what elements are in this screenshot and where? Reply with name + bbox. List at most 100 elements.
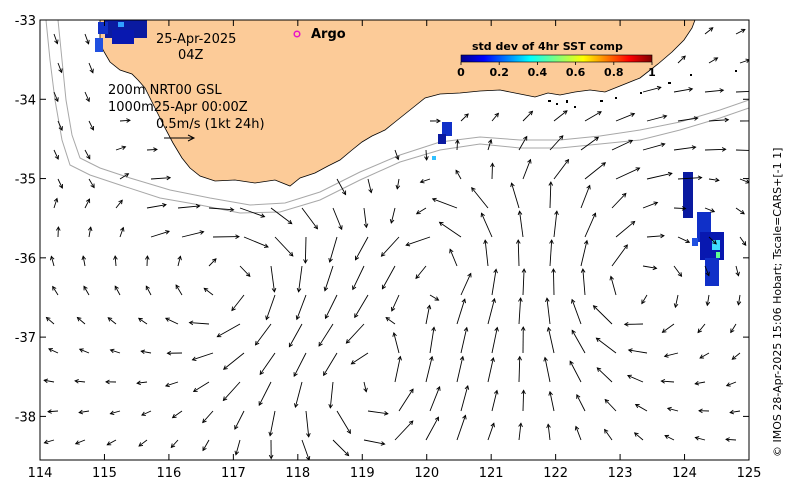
current-arrow-shaft: [177, 205, 200, 209]
current-arrow-head: [121, 145, 127, 151]
plot-frame: [39, 19, 750, 461]
current-arrow-shaft: [708, 119, 729, 122]
current-arrow-head: [74, 440, 80, 445]
current-arrow-shaft: [518, 136, 528, 151]
current-arrow-shaft: [77, 317, 86, 325]
current-arrow-head: [705, 271, 710, 277]
current-arrow-shaft: [288, 323, 303, 347]
current-arrow-head: [288, 251, 294, 257]
current-arrow-head: [52, 285, 57, 291]
current-arrow-shaft: [138, 439, 148, 447]
current-arrow-head: [324, 314, 329, 320]
current-arrow-head: [663, 353, 669, 358]
current-arrow-shaft: [332, 439, 349, 456]
current-arrow-shaft: [88, 120, 94, 131]
current-arrow-head: [467, 272, 472, 278]
current-arrow-head: [199, 230, 205, 235]
current-arrow-shaft: [664, 435, 675, 441]
current-arrow-head: [137, 317, 143, 323]
current-arrow-shaft: [646, 172, 672, 180]
current-arrow-head: [113, 255, 118, 260]
current-arrow-head: [635, 167, 641, 172]
current-arrow-head: [389, 219, 395, 224]
current-arrow-shaft: [491, 390, 498, 412]
current-arrow-shaft: [575, 426, 582, 441]
current-arrow-head: [145, 285, 150, 291]
current-arrow-head: [109, 348, 115, 354]
current-arrow-shaft: [363, 207, 367, 228]
current-arrow-shaft: [511, 182, 520, 209]
current-arrow-head: [409, 388, 414, 394]
current-arrow-head: [293, 403, 299, 409]
current-arrow-shaft: [355, 236, 369, 261]
current-arrow-shaft: [107, 439, 117, 446]
current-arrow-shaft: [192, 352, 214, 361]
current-arrow-shaft: [484, 240, 489, 267]
current-arrow-shaft: [673, 88, 693, 93]
current-arrow-shaft: [641, 294, 648, 304]
current-arrow-head: [170, 443, 176, 449]
current-arrow-shaft: [301, 207, 318, 229]
current-arrow-head: [306, 432, 311, 438]
current-arrow-shaft: [217, 323, 241, 338]
current-arrow-shaft: [137, 381, 148, 384]
current-arrow-shaft: [460, 113, 469, 122]
depth-contour-1000m: [57, 20, 749, 206]
current-arrow-shaft: [57, 120, 63, 131]
current-arrow-head: [408, 420, 414, 426]
current-arrow-shaft: [460, 385, 469, 412]
current-arrow-shaft: [425, 416, 439, 441]
current-arrow-head: [546, 423, 551, 429]
current-arrow-shaft: [336, 410, 351, 434]
y-axis: -33 -34 -35 -36 -37 -38: [15, 14, 749, 425]
current-arrow-shaft: [739, 178, 749, 184]
current-arrow-shaft: [46, 317, 55, 325]
current-arrow-shaft: [235, 439, 241, 455]
current-arrow-shaft: [552, 268, 555, 296]
current-arrow-head: [438, 221, 444, 227]
current-arrow-head: [434, 296, 440, 301]
current-arrow-head: [745, 179, 749, 184]
current-arrow-head: [712, 239, 717, 245]
x-tick-label: 121: [479, 466, 504, 481]
current-arrow-shaft: [274, 236, 294, 257]
current-arrow-shaft: [735, 207, 745, 215]
current-arrow-head: [263, 243, 269, 248]
current-arrow-head: [380, 252, 386, 257]
current-arrow-head: [571, 298, 576, 304]
current-arrow-head: [523, 135, 528, 141]
current-arrow-shaft: [84, 149, 91, 160]
current-arrow-head: [171, 413, 177, 419]
current-arrow-shaft: [75, 380, 86, 383]
current-arrow-shaft: [487, 357, 494, 383]
current-arrow-shaft: [146, 204, 167, 209]
current-arrow-shaft: [695, 437, 706, 441]
current-arrow-head: [126, 118, 131, 123]
current-arrow-shaft: [677, 55, 686, 64]
current-arrow-head: [604, 428, 609, 434]
current-arrow-head: [609, 275, 614, 281]
current-arrow-shaft: [336, 178, 347, 195]
current-arrow-head: [85, 39, 90, 45]
current-arrow-shaft: [47, 410, 59, 413]
current-arrow-shaft: [203, 287, 214, 296]
current-arrow-head: [462, 414, 467, 420]
current-arrow-shaft: [739, 236, 747, 246]
current-arrow-head: [345, 339, 351, 344]
current-arrow-shaft: [367, 410, 388, 415]
current-arrow-shaft: [57, 62, 63, 73]
current-arrow-shaft: [79, 410, 90, 414]
current-arrow-head: [192, 387, 198, 393]
current-arrow-head: [105, 379, 110, 385]
current-arrow-shaft: [48, 348, 59, 354]
current-arrow-shaft: [522, 110, 533, 122]
y-tick-label: -37: [15, 331, 36, 346]
current-arrow-shaft: [53, 33, 58, 44]
current-arrow-head: [395, 184, 401, 190]
current-arrow-head: [630, 112, 636, 117]
credit-text: © IMOS 28-Apr-2025 15:06 Hobart; Tscale=…: [771, 148, 784, 457]
current-arrow-shaft: [544, 357, 551, 383]
hour-label: 04Z: [178, 48, 204, 63]
current-arrow-head: [660, 378, 666, 384]
current-arrow-head: [673, 303, 679, 309]
